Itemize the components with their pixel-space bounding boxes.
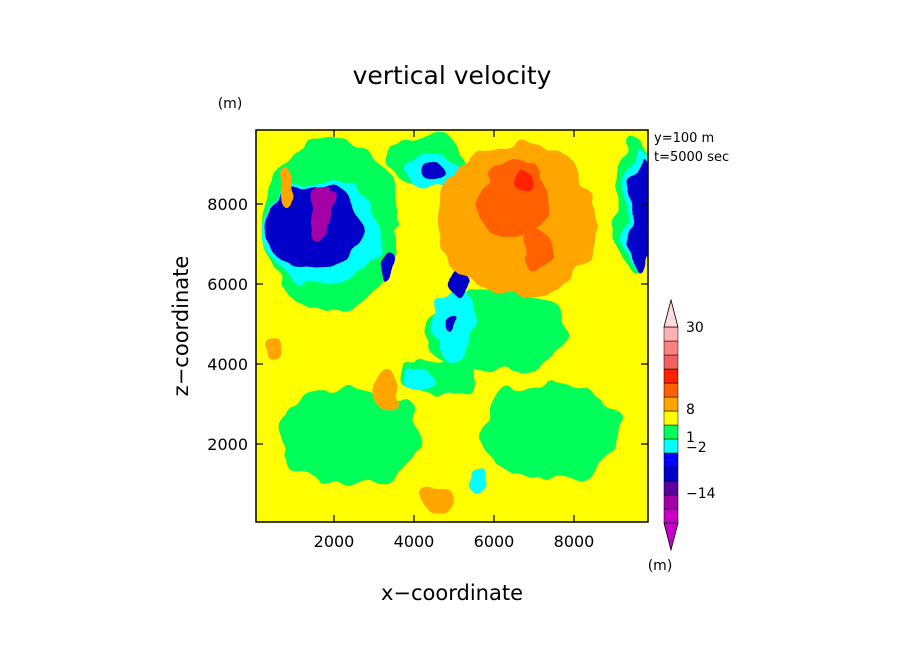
x-axis-label: x−coordinate — [381, 581, 523, 605]
contour-region-23 — [278, 164, 294, 204]
contour-region-2 — [278, 388, 422, 484]
contour-region-27 — [516, 168, 536, 192]
chart-title: vertical velocity — [353, 61, 552, 90]
contour-region-10 — [406, 366, 430, 394]
colorbar-label: −14 — [686, 486, 716, 502]
y-tick-label: 8000 — [207, 195, 248, 214]
colorbar-segment — [663, 452, 679, 468]
colorbar-label: 30 — [686, 320, 704, 336]
colorbar-segment — [663, 508, 679, 524]
contour-region-19 — [308, 184, 336, 240]
x-axis-ticks: 2000 4000 6000 8000 — [314, 130, 595, 551]
colorbar-segment — [663, 438, 679, 454]
y-axis-label: z−coordinate — [169, 256, 193, 397]
contour-region-24 — [264, 342, 284, 362]
colorbar-low-arrow — [663, 522, 679, 552]
colorbar-unit: (m) — [648, 558, 673, 574]
colorbar-segment — [663, 424, 679, 440]
colorbar-segment — [663, 382, 679, 398]
contour-region-16 — [378, 250, 394, 278]
contour-region-17 — [449, 316, 459, 332]
colorbar-high-arrow — [663, 298, 679, 328]
x-tick-label: 4000 — [394, 532, 435, 551]
x-tick-label: 2000 — [314, 532, 355, 551]
y-tick-label: 6000 — [207, 275, 248, 294]
colorbar-segment — [663, 326, 679, 342]
contour-region-18 — [630, 160, 648, 272]
colorbar-segment — [663, 480, 679, 496]
x-tick-label: 6000 — [474, 532, 515, 551]
colorbar-segment — [663, 410, 679, 426]
contour-region-3 — [482, 384, 618, 480]
contour-plot-area — [256, 130, 648, 522]
colorbar: 30 8 1−2 −14 — [663, 298, 716, 552]
colorbar-label: 1 — [686, 430, 695, 446]
contour-region-14 — [418, 158, 450, 186]
y-axis-unit: (m) — [218, 96, 243, 112]
colorbar-segment — [663, 396, 679, 412]
plot-frame — [255, 129, 649, 523]
contour-region-11 — [468, 466, 488, 494]
y-axis-ticks: 2000 4000 6000 8000 — [207, 195, 648, 454]
colorbar-label: 8 — [686, 402, 695, 418]
colorbar-segment — [663, 368, 679, 384]
colorbar-segment — [663, 340, 679, 356]
contour-region-22 — [418, 486, 458, 514]
contour-region-26 — [522, 230, 554, 274]
y-tick-label: 4000 — [207, 355, 248, 374]
contour-region-15 — [446, 270, 470, 298]
contour-region-25 — [478, 160, 550, 240]
contour-region-21 — [374, 374, 398, 410]
colorbar-segment — [663, 494, 679, 510]
y-tick-label: 2000 — [207, 435, 248, 454]
info-line-time: t=5000 sec — [654, 150, 729, 165]
x-tick-label: 8000 — [554, 532, 595, 551]
colorbar-segment — [663, 354, 679, 370]
colorbar-segment — [663, 466, 679, 482]
colorbar-label: −2 — [686, 440, 707, 456]
info-line-position: y=100 m — [654, 131, 714, 146]
